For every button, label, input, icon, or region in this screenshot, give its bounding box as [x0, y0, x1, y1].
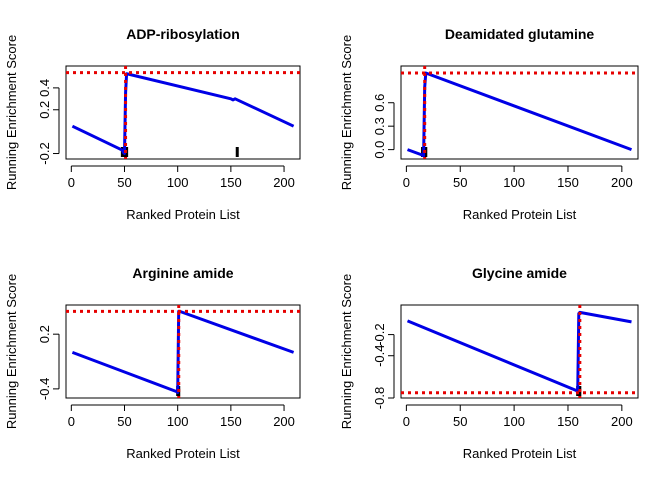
x-tick-label: 200 — [611, 175, 633, 190]
x-tick-label: 50 — [117, 414, 131, 429]
plot-frame — [400, 304, 639, 399]
y-tick-label: -0.8 — [372, 387, 387, 409]
running-score-line — [406, 71, 633, 158]
x-tick-label: 0 — [403, 414, 410, 429]
y-tick-label: -0.2 — [37, 142, 52, 164]
plot-area — [66, 305, 300, 398]
y-tick-label: -0.2 — [372, 323, 387, 345]
x-tick-label: 100 — [503, 414, 525, 429]
panel-glycine-amide: Glycine amide 0 50 100 150 200 -0.8 -0.4-0.2 Ran… — [339, 265, 639, 461]
x-tick-label: 150 — [220, 414, 242, 429]
x-axis-label: Ranked Protein List — [126, 446, 240, 461]
x-axis-label: Ranked Protein List — [126, 207, 240, 222]
y-axis-label: Running Enrichment Score — [4, 274, 19, 429]
running-score-line — [71, 309, 295, 394]
chart-title: ADP-ribosylation — [126, 26, 240, 42]
y-tick-label: 0.4 — [37, 79, 52, 97]
x-tick-label: 200 — [273, 175, 295, 190]
plot-area — [401, 305, 638, 398]
y-axis-label: Running Enrichment Score — [339, 35, 354, 190]
x-tick-label: 100 — [503, 175, 525, 190]
plot-frame — [400, 65, 639, 160]
y-tick-label: -0.4 — [372, 345, 387, 367]
chart-title: Deamidated glutamine — [445, 26, 595, 42]
y-axis-label: Running Enrichment Score — [4, 35, 19, 190]
running-score-line — [71, 72, 295, 155]
x-tick-label: 0 — [68, 414, 75, 429]
x-axis-label: Ranked Protein List — [463, 207, 577, 222]
x-tick-label: 150 — [557, 175, 579, 190]
y-tick-label: 0.2 — [37, 101, 52, 119]
running-score-line — [406, 310, 632, 395]
chart-title: Arginine amide — [132, 265, 233, 281]
y-tick-label: -0.4 — [37, 378, 52, 400]
x-tick-label: 100 — [167, 414, 189, 429]
y-tick-label: 0.2 — [37, 325, 52, 343]
x-tick-label: 150 — [557, 414, 579, 429]
y-tick-label: 0.6 — [372, 94, 387, 112]
chart-title: Glycine amide — [472, 265, 567, 281]
plot-frame — [65, 304, 301, 399]
y-tick-label: 0.0 — [372, 141, 387, 159]
x-tick-label: 0 — [403, 175, 410, 190]
x-tick-label: 200 — [611, 414, 633, 429]
plot-area — [401, 66, 638, 159]
x-tick-label: 150 — [220, 175, 242, 190]
x-tick-label: 50 — [453, 414, 467, 429]
x-tick-label: 200 — [273, 414, 295, 429]
x-tick-label: 50 — [453, 175, 467, 190]
x-tick-label: 50 — [117, 175, 131, 190]
panel-arginine-amide: Arginine amide 0 50 100 150 200 -0.4 0.2 Ranked … — [4, 265, 301, 461]
y-tick-label: 0.3 — [372, 117, 387, 135]
y-axis-label: Running Enrichment Score — [339, 274, 354, 429]
x-tick-label: 100 — [167, 175, 189, 190]
plot-area — [66, 66, 300, 159]
x-tick-label: 0 — [68, 175, 75, 190]
plot-frame — [65, 65, 301, 160]
panel-adp-ribosylation: ADP-ribosylation 0 50 100 150 200 -0.2 0.2 0.4 Ra… — [4, 26, 301, 222]
panel-deamidated-glutamine: Deamidated glutamine 0 50 100 150 200 0.0 0.3 0.… — [339, 26, 639, 222]
x-axis-label: Ranked Protein List — [463, 446, 577, 461]
